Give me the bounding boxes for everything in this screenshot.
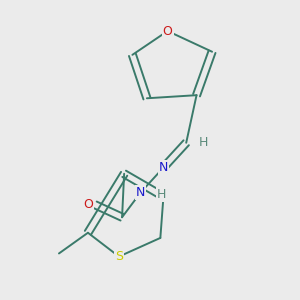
Text: H: H	[199, 136, 208, 149]
Text: O: O	[83, 198, 93, 211]
Text: O: O	[163, 25, 172, 38]
Text: H: H	[157, 188, 166, 201]
Text: S: S	[115, 250, 123, 263]
Text: N: N	[159, 161, 168, 174]
Text: N: N	[136, 186, 146, 199]
